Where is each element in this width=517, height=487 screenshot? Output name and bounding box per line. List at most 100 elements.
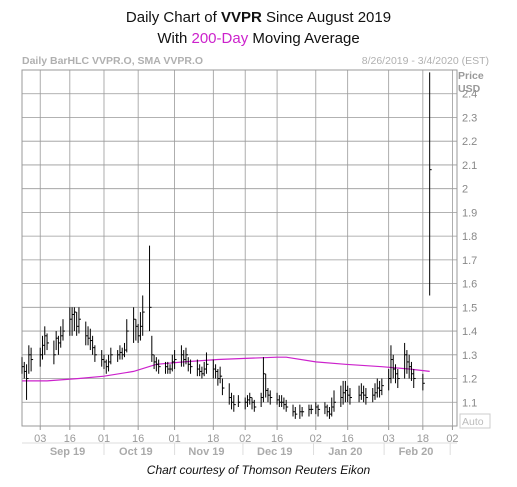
price-bar: [349, 388, 352, 405]
price-bar: [149, 245, 152, 332]
y-tick-label: 1.8: [462, 231, 477, 243]
price-bar: [105, 359, 109, 374]
x-tick-label: 16: [342, 433, 354, 445]
price-bar: [78, 307, 81, 334]
price-bar: [299, 404, 302, 419]
ma-layer: [22, 356, 430, 382]
x-tick-label: 16: [132, 433, 144, 445]
moving-average-line: [22, 356, 430, 382]
price-bar: [347, 385, 350, 403]
x-axis-months: Sep 19 Oct 19 Nov 19 Dec 19 Jan 20 Feb 20: [50, 443, 451, 458]
price-bar: [92, 335, 95, 355]
price-bar: [328, 407, 332, 419]
x-tick-label: 01: [98, 433, 110, 445]
price-bar: [201, 366, 204, 379]
x-tick-label: 18: [417, 433, 429, 445]
x-tick-label: 16: [271, 433, 283, 445]
price-bar: [308, 404, 311, 417]
price-bar: [123, 342, 127, 358]
price-bar: [374, 383, 378, 400]
price-bar: [46, 333, 50, 351]
price-bar: [89, 328, 93, 351]
price-bar: [108, 354, 111, 372]
price-bar: [164, 361, 168, 374]
price-bar: [422, 373, 425, 391]
price-bar: [413, 369, 416, 389]
price-bar: [379, 380, 382, 398]
price-bar: [158, 359, 161, 374]
month-label: Dec 19: [257, 446, 292, 458]
y-tick-label: 2: [462, 184, 468, 196]
y-axis-title: Price: [458, 70, 484, 82]
price-bar: [276, 392, 280, 405]
price-bar: [342, 380, 346, 405]
price-bar: [333, 390, 337, 412]
x-tick-label: 02: [239, 433, 251, 445]
price-bar: [251, 397, 255, 410]
price-bar: [317, 404, 321, 417]
y-axis-ticks: 1.1 1.2 1.3 1.4 1.5 1.6 1.7 1.8 1.9 2 2.1 2.2 2.3 2.4: [462, 89, 477, 410]
price-bar: [404, 342, 407, 379]
y-tick-label: 2.1: [462, 160, 477, 172]
price-bar: [119, 345, 122, 360]
price-bar: [392, 354, 396, 379]
price-bar: [110, 347, 113, 365]
price-bar: [397, 369, 400, 389]
price-bar: [340, 385, 343, 408]
price-bar: [41, 335, 45, 360]
price-bar: [212, 359, 216, 379]
chart-header-date-range: 8/26/2019 - 3/4/2020 (EST): [361, 55, 489, 67]
price-bar: [406, 350, 409, 374]
x-tick-label: 02: [310, 433, 322, 445]
x-axis-ticks: 03 16 01 16 01 18 02 16 02 16 03 18 02: [34, 426, 459, 445]
price-bar: [285, 399, 289, 412]
price-bar: [73, 307, 77, 332]
price-bar: [39, 347, 43, 367]
price-bar: [292, 404, 296, 417]
month-label: Nov 19: [188, 446, 224, 458]
price-bar: [196, 359, 200, 377]
ma-period-label: 200-Day: [191, 30, 249, 47]
chart-ticker: VVPR: [220, 9, 262, 26]
price-bar: [278, 395, 282, 408]
price-bar: [23, 361, 27, 379]
price-bar: [244, 397, 248, 410]
auto-scale-button[interactable]: [459, 413, 491, 429]
x-tick-label: 02: [446, 433, 458, 445]
auto-scale-label: Auto: [462, 416, 484, 428]
y-tick-label: 1.4: [462, 326, 477, 338]
price-bar: [185, 347, 188, 365]
chart-courtesy-note: Chart courtesy of Thomson Reuters Eikon: [146, 463, 371, 477]
price-bar: [315, 402, 318, 415]
price-bar: [21, 357, 24, 374]
chart-header-left: Daily BarHLC VVPR.O, SMA VVPR.O: [22, 55, 204, 67]
x-tick-label: 18: [207, 433, 219, 445]
price-bar: [326, 404, 330, 417]
price-bar: [71, 307, 75, 336]
price-bar: [62, 319, 65, 341]
price-bar: [344, 380, 348, 403]
price-bar: [390, 345, 393, 384]
price-bar: [139, 312, 143, 341]
price-bar: [55, 331, 59, 351]
price-bar: [28, 345, 31, 374]
price-bar: [265, 373, 268, 398]
price-bar: [410, 361, 414, 381]
x-tick-label: 16: [64, 433, 76, 445]
price-bar: [87, 326, 91, 346]
chart-title-line2: With 200-Day Moving Average: [157, 30, 360, 47]
price-bar: [137, 323, 141, 343]
price-bar: [171, 354, 175, 372]
price-bar: [381, 378, 384, 396]
price-bar: [363, 385, 366, 403]
price-bar: [249, 392, 252, 405]
price-bar: [253, 399, 257, 412]
price-bar: [94, 345, 97, 362]
price-bar: [155, 357, 159, 372]
price-bar: [103, 354, 106, 370]
bars-layer: [21, 72, 432, 419]
price-bar: [267, 388, 270, 403]
x-tick-label: 01: [168, 433, 180, 445]
price-bar: [76, 312, 79, 336]
